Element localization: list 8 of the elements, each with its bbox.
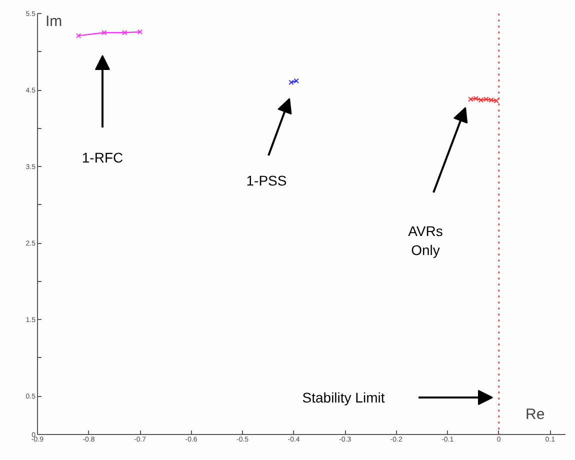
point (102, 30, 107, 36)
x-axis-title: Re (526, 406, 545, 423)
y-axis-title: Im (46, 13, 62, 30)
annotation: 1-RFC (82, 150, 124, 166)
point (122, 30, 128, 36)
annotation: AVRs Only (408, 222, 443, 258)
annotation: 1-PSS (246, 172, 287, 188)
annotation: Stability Limit (302, 390, 385, 406)
